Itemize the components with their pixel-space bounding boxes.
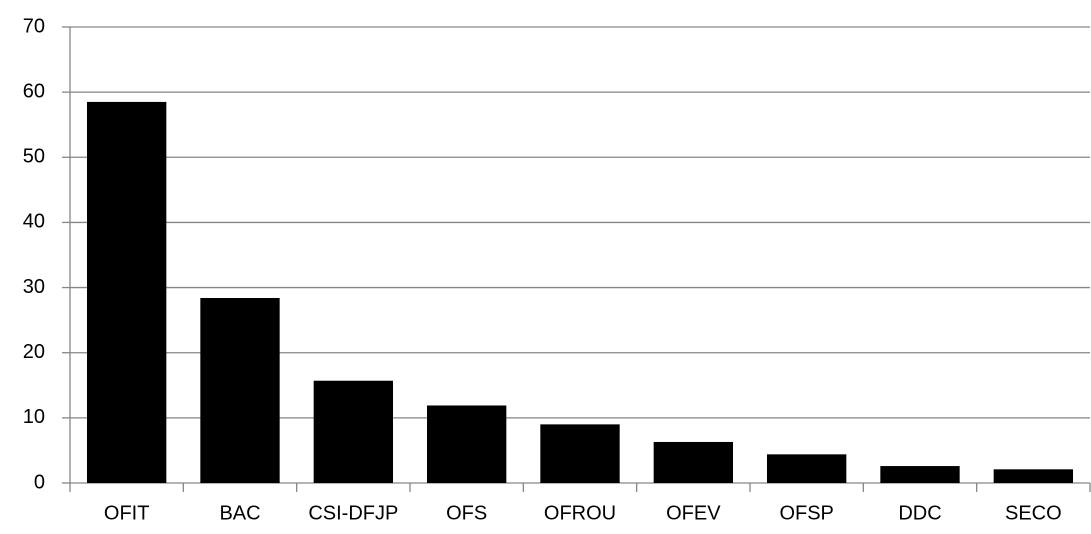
y-tick-label: 60 [23, 80, 45, 102]
bar [313, 380, 393, 483]
y-tick-label: 70 [23, 15, 45, 37]
y-tick-label: 30 [23, 276, 45, 298]
x-tick-label: SECO [1005, 502, 1062, 524]
bar [200, 297, 280, 483]
y-tick-label: 50 [23, 146, 45, 168]
bar [767, 454, 847, 483]
bar [993, 469, 1073, 483]
bar [880, 466, 960, 483]
bar [87, 101, 167, 484]
y-tick-label: 20 [23, 341, 45, 363]
bar [427, 405, 507, 483]
bar [653, 441, 733, 483]
y-tick-label: 0 [34, 471, 45, 493]
x-tick-label: BAC [219, 502, 260, 524]
x-tick-label: OFS [446, 502, 487, 524]
y-tick-label: 10 [23, 406, 45, 428]
x-tick-label: OFROU [544, 502, 616, 524]
x-tick-label: DDC [898, 502, 941, 524]
x-tick-label: OFIT [104, 502, 150, 524]
x-tick-label: CSI-DFJP [308, 502, 398, 524]
y-tick-label: 40 [23, 211, 45, 233]
x-tick-label: OFEV [666, 502, 721, 524]
bar [540, 424, 620, 483]
x-tick-label: OFSP [779, 502, 833, 524]
